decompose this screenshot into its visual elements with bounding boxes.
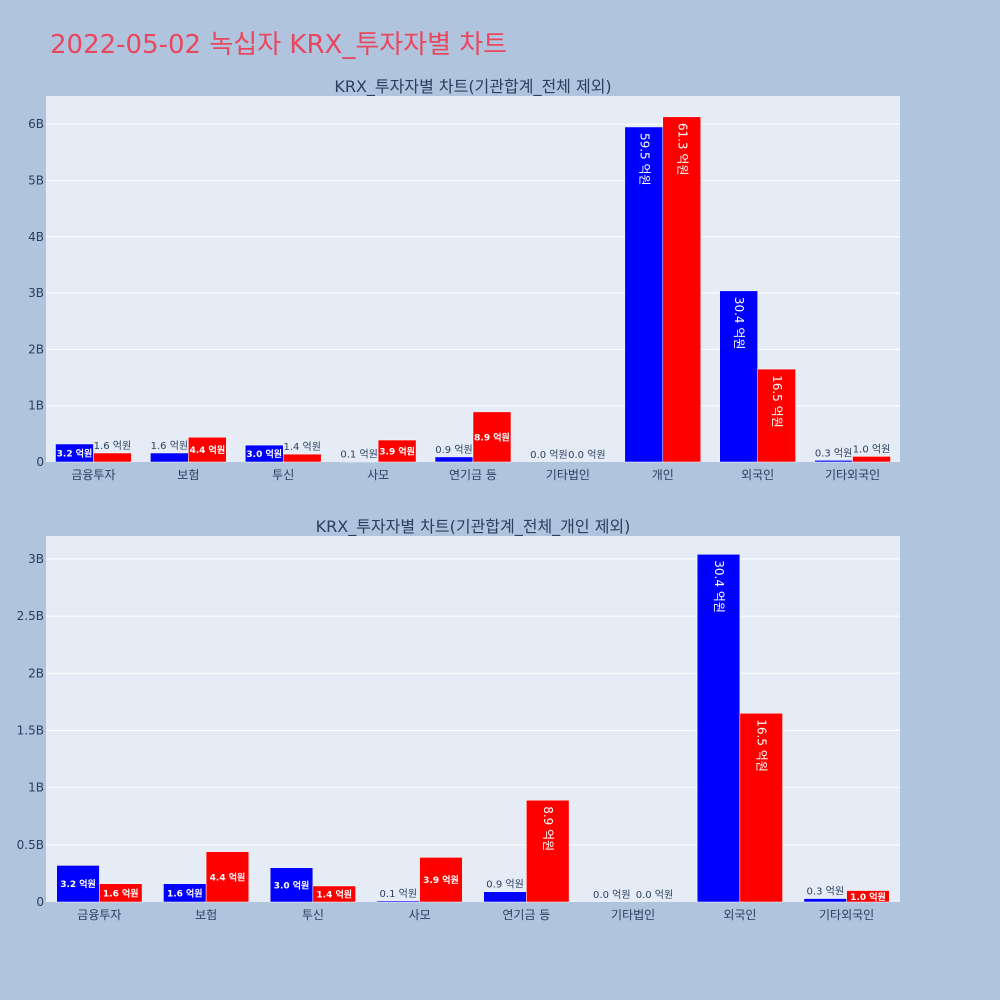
- x-tick-label: 보험: [195, 908, 217, 922]
- bar: [739, 713, 783, 903]
- x-tick-label: 외국인: [741, 468, 774, 482]
- bar: [434, 456, 474, 463]
- page-title: 2022-05-02 녹십자 KRX_투자자별 차트: [50, 30, 508, 60]
- data-label: 16.5 억원: [755, 719, 769, 772]
- bar: [803, 898, 847, 903]
- data-label: 4.4 억원: [189, 444, 225, 456]
- y-tick-label: 2B: [28, 342, 44, 356]
- y-tick-label: 5B: [28, 173, 44, 187]
- y-tick-label: 0.5B: [17, 838, 44, 852]
- x-tick-label: 개인: [652, 468, 674, 482]
- bar: [624, 126, 664, 463]
- data-label: 0.0 억원: [568, 449, 605, 461]
- x-tick-label: 외국인: [723, 908, 756, 922]
- bar: [93, 452, 132, 463]
- data-label: 3.9 억원: [423, 874, 459, 886]
- x-tick-label: 사모: [367, 468, 389, 482]
- data-label: 1.4 억원: [316, 888, 352, 900]
- x-tick-label: 사모: [409, 908, 431, 922]
- bar: [419, 857, 463, 903]
- x-tick-label: 기타외국인: [819, 908, 874, 922]
- x-tick-label: 기타법인: [546, 468, 590, 482]
- bar: [312, 885, 356, 903]
- bar: [376, 900, 420, 903]
- data-label: 0.9 억원: [435, 444, 472, 456]
- x-tick-label: 연기금 등: [502, 908, 550, 922]
- y-tick-label: 1B: [28, 399, 44, 413]
- y-tick-label: 6B: [28, 117, 44, 131]
- y-tick-label: 4B: [28, 230, 44, 244]
- bar: [526, 799, 570, 903]
- bar: [188, 436, 227, 463]
- data-label: 1.6 억원: [103, 887, 139, 899]
- y-tick-label: 2B: [28, 666, 44, 680]
- bar: [99, 883, 143, 903]
- data-label: 16.5 억원: [770, 375, 784, 428]
- y-tick-label: 3B: [28, 286, 44, 300]
- chart-title: KRX_투자자별 차트(기관합계_전체_개인 제외): [316, 517, 631, 537]
- bar-chart-2: KRX_투자자별 차트(기관합계_전체_개인 제외) 0 0.5B 1B 1.5B 2B 2…: [17, 517, 900, 922]
- bar: [269, 867, 314, 903]
- x-tick-label: 보험: [177, 468, 199, 482]
- data-label: 3.2 억원: [57, 447, 93, 459]
- data-label: 3.0 억원: [274, 879, 310, 891]
- data-label: 1.6 억원: [167, 887, 203, 899]
- data-label: 1.6 억원: [151, 440, 188, 452]
- data-label: 0.0 억원: [530, 449, 567, 461]
- data-label: 3.2 억원: [60, 878, 96, 890]
- bar: [757, 368, 796, 463]
- data-label: 0.1 억원: [380, 888, 417, 900]
- x-tick-label: 기타법인: [611, 908, 655, 922]
- data-label: 0.3 억원: [815, 447, 852, 459]
- y-tick-label: 2.5B: [17, 609, 44, 623]
- data-label: 30.4 억원: [712, 560, 726, 613]
- data-label: 0.0 억원: [593, 889, 630, 901]
- bar-chart-1: KRX_투자자별 차트(기관합계_전체 제외) 0 1B 2B 3B 4B 5B 6B 금융투자…: [28, 77, 900, 482]
- data-label: 1.4 억원: [283, 441, 320, 453]
- bar: [852, 456, 891, 463]
- y-tick-label: 3B: [28, 552, 44, 566]
- bar: [483, 891, 527, 903]
- data-label: 61.3 억원: [675, 123, 689, 176]
- y-tick-label: 1B: [28, 781, 44, 795]
- x-tick-label: 금융투자: [77, 908, 121, 922]
- data-label: 4.4 억원: [210, 871, 246, 883]
- bar: [814, 460, 853, 463]
- data-label: 3.9 억원: [379, 446, 415, 458]
- data-label: 1.0 억원: [853, 443, 890, 455]
- bar: [282, 453, 322, 463]
- bar: [472, 411, 512, 463]
- y-tick-label: 0: [36, 455, 44, 469]
- data-label: 0.3 억원: [807, 886, 844, 898]
- bar: [245, 444, 284, 463]
- chart-title: KRX_투자자별 차트(기관합계_전체 제외): [334, 77, 611, 97]
- data-label: 59.5 억원: [637, 133, 651, 186]
- bar: [662, 116, 701, 463]
- x-tick-label: 연기금 등: [449, 468, 497, 482]
- bar: [205, 851, 250, 903]
- bar: [846, 890, 890, 903]
- x-tick-label: 투신: [302, 908, 324, 922]
- data-label: 0.9 억원: [486, 879, 523, 891]
- data-label: 0.1 억원: [340, 448, 377, 460]
- data-label: 1.0 억원: [850, 891, 886, 903]
- bar: [150, 452, 189, 463]
- x-tick-label: 금융투자: [71, 468, 115, 482]
- y-tick-label: 1.5B: [17, 723, 44, 737]
- data-label: 30.4 억원: [732, 297, 746, 350]
- y-tick-label: 0: [36, 895, 44, 909]
- x-tick-label: 투신: [272, 468, 294, 482]
- data-label: 1.6 억원: [94, 440, 131, 452]
- bar: [56, 865, 100, 903]
- data-label: 8.9 억원: [541, 806, 555, 851]
- bar: [339, 461, 379, 463]
- data-label: 8.9 억원: [474, 431, 510, 443]
- data-label: 0.0 억원: [636, 889, 673, 901]
- bar: [377, 439, 417, 463]
- x-tick-label: 기타외국인: [825, 468, 880, 482]
- data-label: 3.0 억원: [246, 448, 282, 460]
